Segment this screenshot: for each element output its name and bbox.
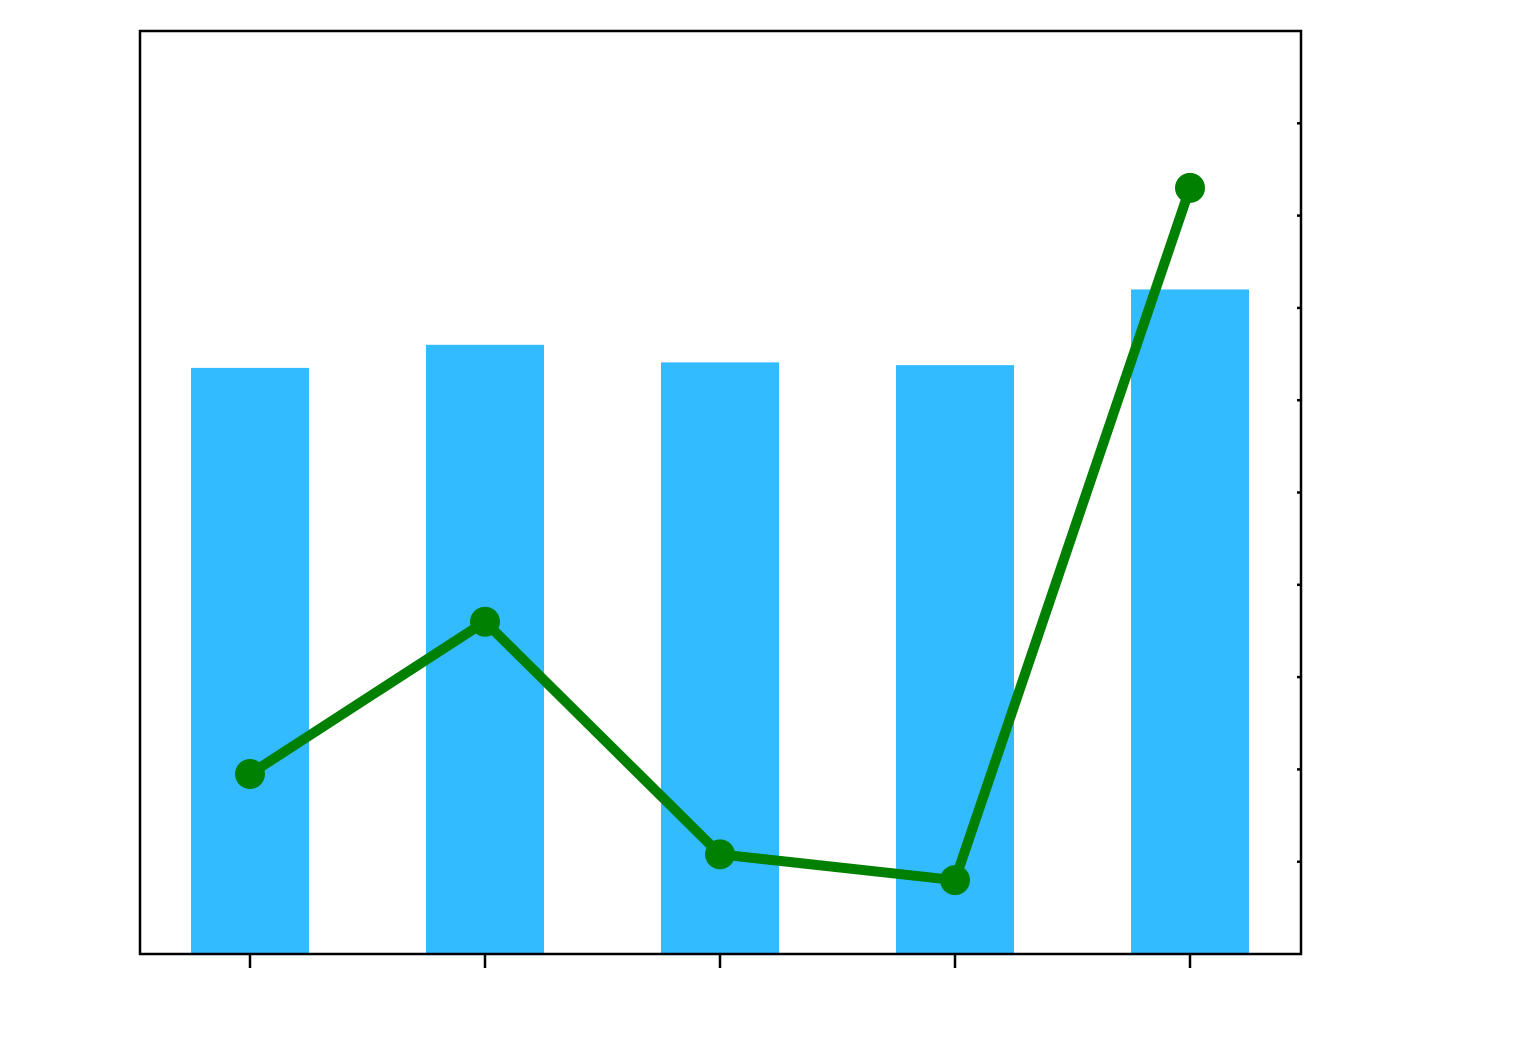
plot-frame — [138, 29, 1303, 956]
bars-layer — [191, 289, 1249, 955]
line-layer — [235, 172, 1205, 896]
bar-4 — [896, 365, 1014, 955]
bar-5 — [1131, 289, 1249, 954]
line-point-5 — [1175, 172, 1205, 203]
line-point-1 — [235, 759, 265, 790]
line-point-3 — [705, 839, 735, 870]
line-point-2 — [470, 606, 500, 637]
line-point-4 — [940, 865, 970, 896]
bar-1 — [191, 367, 309, 954]
